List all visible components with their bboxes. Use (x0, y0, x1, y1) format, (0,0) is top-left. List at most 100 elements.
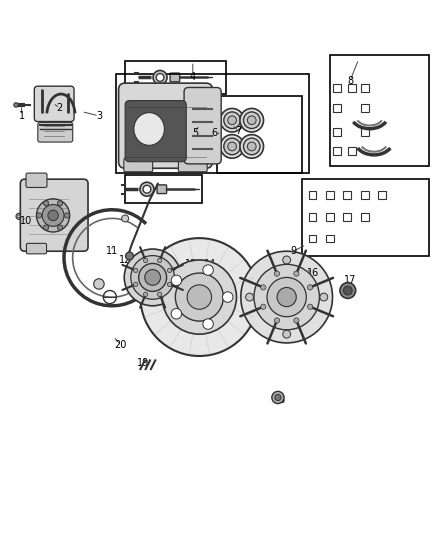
Bar (348, 84, 356, 92)
Circle shape (122, 215, 129, 222)
Circle shape (143, 292, 148, 296)
Circle shape (283, 256, 290, 264)
Circle shape (94, 279, 104, 289)
Circle shape (171, 309, 182, 319)
Circle shape (247, 116, 256, 125)
Bar (361, 128, 369, 135)
FancyBboxPatch shape (157, 185, 166, 193)
Circle shape (294, 318, 299, 323)
Circle shape (340, 282, 356, 298)
Circle shape (158, 259, 162, 263)
Circle shape (244, 138, 260, 155)
Text: 5: 5 (192, 128, 198, 139)
Text: 14: 14 (204, 260, 216, 269)
Circle shape (261, 304, 266, 309)
Bar (378, 191, 386, 199)
Circle shape (14, 103, 18, 107)
Circle shape (48, 210, 58, 221)
Circle shape (140, 182, 154, 196)
Circle shape (134, 282, 138, 287)
Circle shape (283, 330, 290, 338)
Text: 7: 7 (236, 126, 242, 136)
Circle shape (158, 292, 162, 296)
Circle shape (275, 394, 281, 400)
Circle shape (64, 213, 70, 218)
Circle shape (143, 185, 151, 193)
Circle shape (162, 260, 237, 334)
Circle shape (143, 259, 148, 263)
Circle shape (240, 135, 264, 158)
Circle shape (199, 123, 202, 126)
Text: 9: 9 (290, 246, 296, 256)
Circle shape (223, 292, 233, 302)
Circle shape (187, 285, 212, 309)
Circle shape (224, 112, 240, 128)
Circle shape (57, 225, 63, 230)
Circle shape (126, 252, 134, 260)
Circle shape (307, 285, 313, 290)
Bar (361, 213, 369, 221)
Circle shape (16, 213, 22, 220)
FancyBboxPatch shape (124, 158, 152, 172)
Circle shape (167, 268, 172, 272)
Bar (125, 61, 226, 94)
Circle shape (261, 285, 266, 290)
Circle shape (131, 256, 174, 299)
Text: 1: 1 (18, 111, 25, 121)
FancyBboxPatch shape (38, 123, 73, 142)
FancyBboxPatch shape (20, 179, 88, 251)
Circle shape (254, 264, 319, 330)
Circle shape (153, 70, 167, 84)
Bar (326, 191, 334, 199)
Circle shape (220, 135, 244, 158)
Circle shape (272, 391, 284, 403)
Text: 10: 10 (20, 216, 32, 225)
Circle shape (175, 273, 223, 321)
Bar (308, 191, 316, 199)
Bar (343, 213, 351, 221)
Bar (333, 84, 341, 92)
Bar (333, 128, 341, 135)
Circle shape (171, 275, 182, 286)
FancyBboxPatch shape (119, 83, 212, 168)
Bar (326, 235, 334, 243)
Text: 3: 3 (96, 111, 102, 121)
Circle shape (197, 120, 204, 128)
Circle shape (203, 265, 213, 276)
Circle shape (134, 268, 138, 272)
Circle shape (124, 249, 181, 306)
Circle shape (36, 213, 42, 218)
Ellipse shape (134, 112, 164, 146)
Text: 13: 13 (184, 260, 197, 269)
Circle shape (247, 142, 256, 151)
Circle shape (307, 304, 313, 309)
Text: 4: 4 (190, 71, 196, 82)
Bar (333, 147, 341, 155)
Circle shape (244, 112, 260, 128)
Bar (361, 191, 369, 199)
Bar (348, 147, 356, 155)
Bar (217, 96, 302, 173)
FancyBboxPatch shape (125, 101, 186, 161)
Circle shape (145, 270, 160, 285)
Circle shape (267, 277, 306, 317)
Circle shape (277, 287, 296, 306)
Circle shape (320, 293, 328, 301)
Bar (361, 103, 369, 111)
Circle shape (228, 142, 237, 151)
FancyBboxPatch shape (184, 87, 221, 164)
Circle shape (224, 138, 240, 155)
Circle shape (167, 282, 172, 287)
Bar (326, 213, 334, 221)
Circle shape (343, 286, 352, 295)
Bar (125, 175, 201, 203)
FancyBboxPatch shape (26, 244, 46, 254)
Circle shape (294, 271, 299, 276)
Text: 6: 6 (212, 128, 218, 139)
FancyBboxPatch shape (170, 73, 180, 82)
Bar (308, 213, 316, 221)
Circle shape (18, 215, 20, 217)
Circle shape (139, 263, 166, 292)
Bar (117, 75, 308, 173)
Text: 8: 8 (347, 76, 353, 86)
